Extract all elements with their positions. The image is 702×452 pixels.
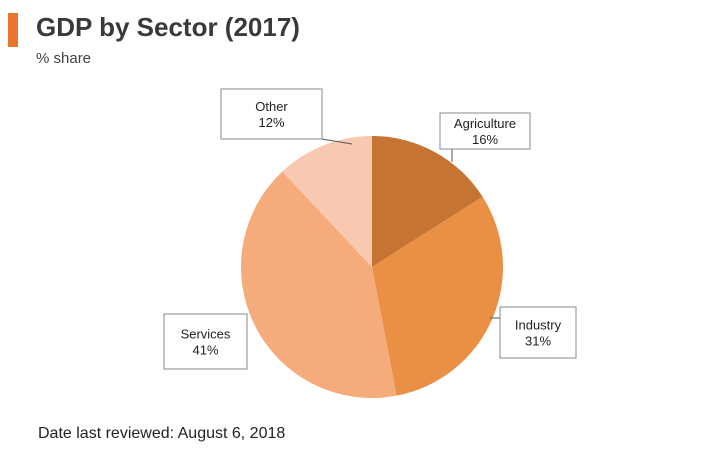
- slice-label: Other: [255, 99, 288, 114]
- callout-box: [220, 88, 323, 140]
- callout-box: [163, 313, 248, 370]
- date-last-reviewed: Date last reviewed: August 6, 2018: [38, 425, 286, 442]
- slice-label: Services: [181, 327, 231, 342]
- callout-box: [439, 112, 531, 150]
- pie-slice-industry: [372, 196, 504, 396]
- chart-subtitle: % share: [36, 50, 92, 67]
- pie-slice-other: [282, 136, 372, 267]
- pie-slices: [240, 136, 504, 399]
- callout-box: [499, 306, 577, 359]
- callout-leader: [321, 138, 353, 145]
- pie-slice-agriculture: [372, 136, 483, 267]
- chart-title: GDP by Sector (2017): [36, 12, 300, 42]
- pie-slice-services: [240, 171, 397, 399]
- slice-label: Agriculture: [454, 116, 516, 131]
- slice-value-label: 31%: [525, 334, 551, 349]
- slice-value-label: 12%: [258, 115, 284, 130]
- title-accent-bar: [8, 13, 18, 47]
- slice-label: Industry: [515, 318, 562, 333]
- slice-value-label: 41%: [192, 343, 218, 358]
- slice-value-label: 16%: [472, 132, 498, 147]
